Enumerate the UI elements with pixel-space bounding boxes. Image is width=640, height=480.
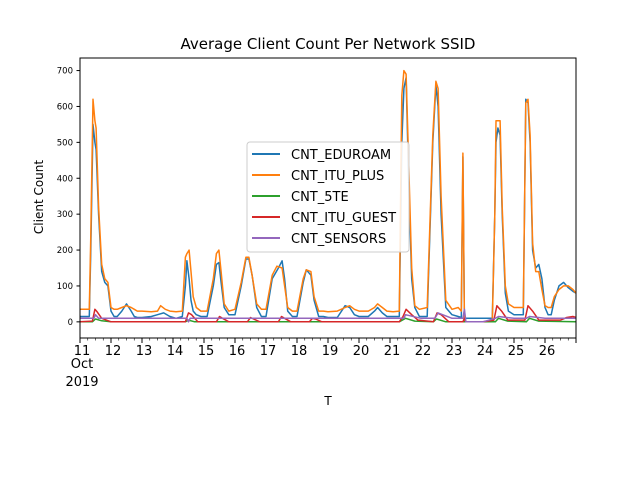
x-tick-label: 21: [384, 344, 401, 359]
x-tick-label: 12: [105, 344, 122, 359]
y-tick-label: 0: [68, 318, 73, 328]
x-tick-label: 11: [74, 344, 91, 359]
x-tick-month: Oct: [71, 357, 93, 372]
y-tick-label: 600: [57, 102, 73, 112]
x-tick-label: 15: [198, 344, 215, 359]
x-tick-label: 22: [415, 344, 432, 359]
y-axis-ticks: 0 100 200 300 400 500 600 700: [57, 67, 80, 328]
legend-box: [246, 141, 410, 253]
x-tick-label: 25: [508, 344, 525, 359]
plot-area: [79, 57, 577, 339]
x-tick-label: 20: [353, 344, 370, 359]
x-axis-ticks: Oct 2019 11 12 13 14 15 16 17 18 19 20 21 22 23 24 25 2…: [65, 338, 577, 390]
series-line-1: [80, 69, 577, 323]
x-tick-year: 2019: [65, 375, 98, 390]
y-tick-label: 300: [57, 210, 73, 220]
y-tick-label: 500: [57, 138, 73, 148]
x-tick-label: 13: [136, 344, 153, 359]
y-tick-label: 200: [57, 246, 73, 256]
legend: CNT_EDUROAM CNT_ITU_PLUS CNT_5TE CNT_ITU_GU…: [246, 141, 410, 253]
x-tick-label: 19: [322, 344, 339, 359]
x-tick-label: 24: [477, 344, 494, 359]
x-tick-label: 14: [167, 344, 184, 359]
x-tick-label: 23: [446, 344, 463, 359]
x-tick-label: 16: [229, 344, 246, 359]
legend-label: CNT_ITU_GUEST: [291, 211, 396, 226]
legend-label: CNT_ITU_PLUS: [291, 169, 384, 184]
legend-label: CNT_EDUROAM: [291, 148, 391, 163]
series-line-4: [80, 308, 576, 323]
legend-label: CNT_SENSORS: [291, 232, 386, 247]
y-tick-label: 700: [57, 67, 73, 77]
x-tick-label: 18: [291, 344, 308, 359]
x-tick-label: 26: [539, 344, 556, 359]
x-axis-label: T: [323, 394, 332, 408]
chart-title: Average Client Count Per Network SSID: [181, 35, 476, 53]
y-axis-label: Client Count: [32, 160, 46, 234]
y-tick-label: 100: [57, 282, 73, 292]
series-layer: [79, 69, 577, 323]
x-tick-label: 17: [260, 344, 277, 359]
y-tick-label: 400: [57, 174, 73, 184]
legend-label: CNT_5TE: [291, 190, 349, 205]
